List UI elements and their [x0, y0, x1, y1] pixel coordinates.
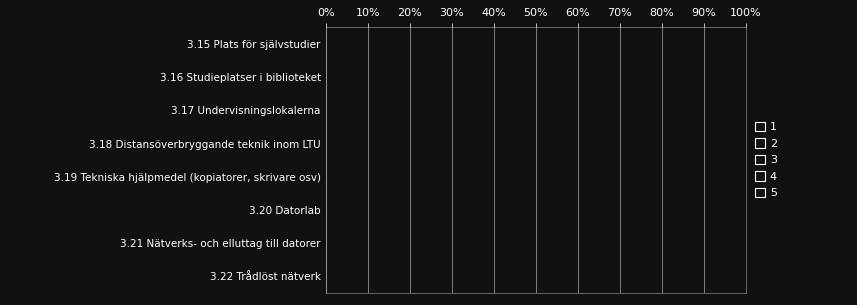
Bar: [326, 68, 746, 86]
Bar: [326, 201, 746, 219]
Bar: [326, 135, 746, 153]
Bar: [326, 101, 746, 120]
Bar: [326, 267, 746, 285]
Legend: 1, 2, 3, 4, 5: 1, 2, 3, 4, 5: [755, 122, 777, 199]
Bar: [326, 167, 746, 186]
Bar: [326, 35, 746, 53]
Bar: [326, 234, 746, 252]
